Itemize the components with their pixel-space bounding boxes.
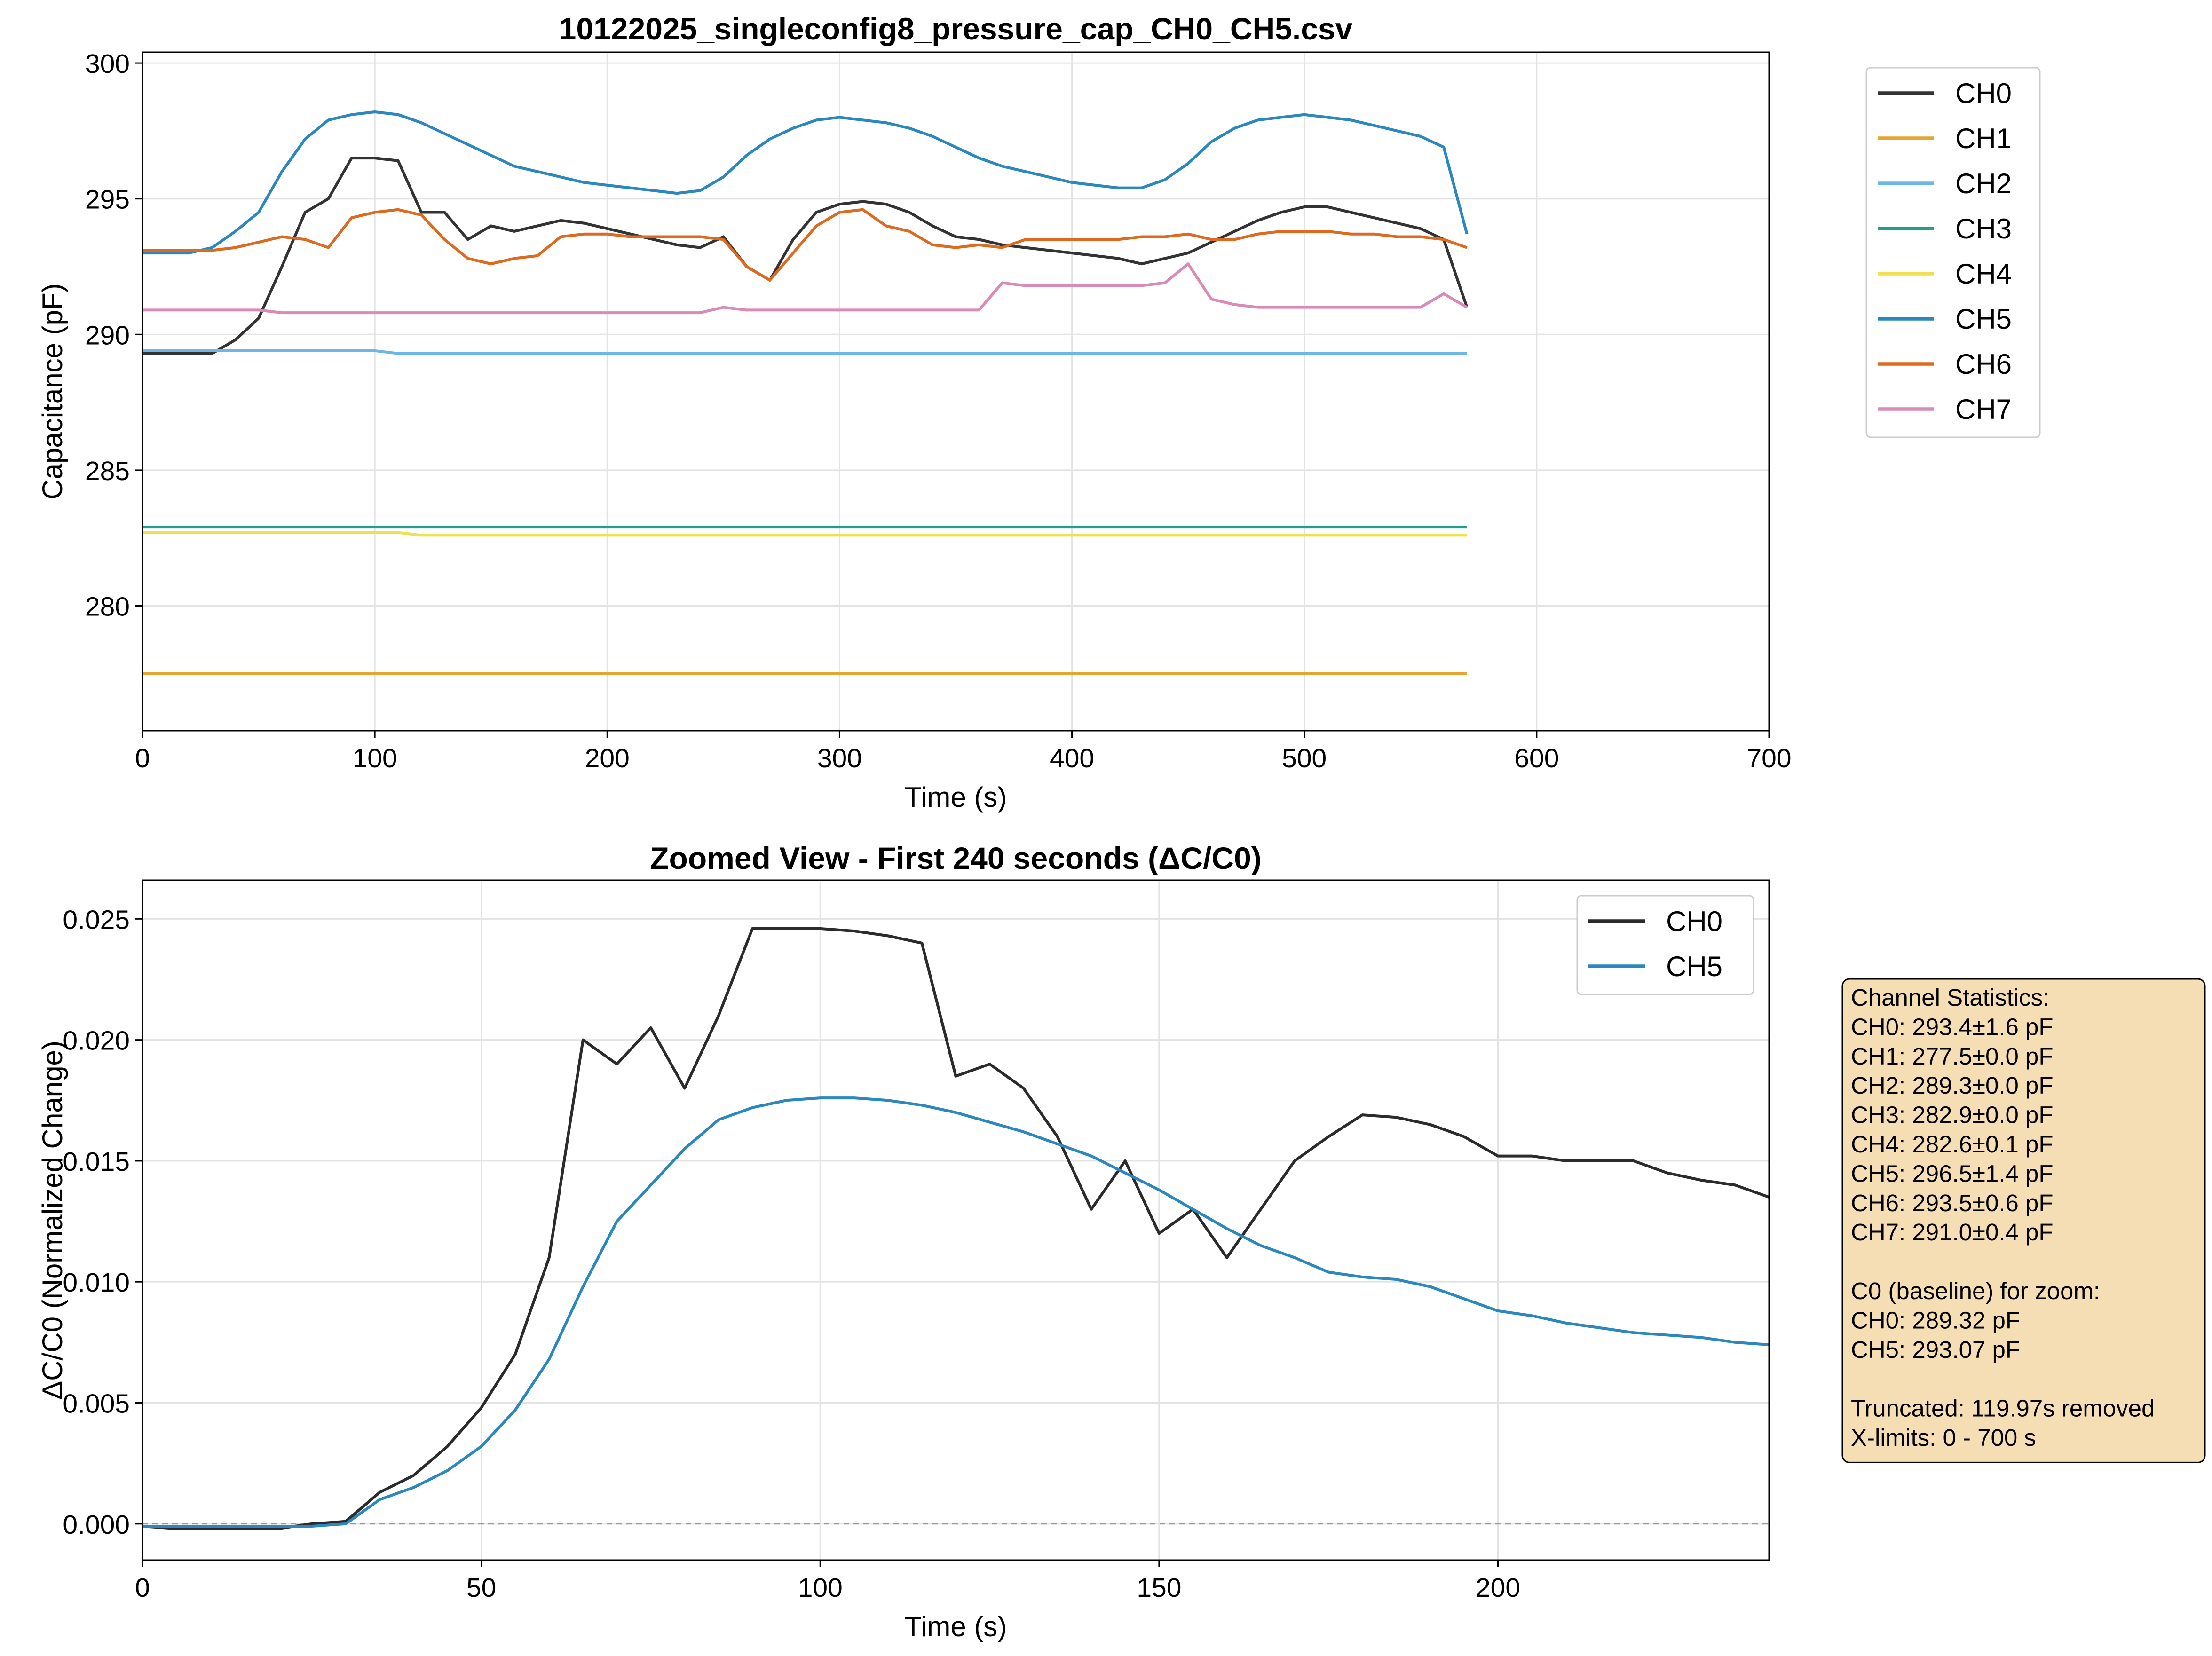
annotation-line: CH4: 282.6±0.1 pF <box>1851 1131 2054 1158</box>
y-tick-label: 0.020 <box>63 1026 130 1056</box>
legend-label: CH0 <box>1666 906 1722 937</box>
legend-box <box>1576 895 1754 995</box>
annotation-line: CH6: 293.5±0.6 pF <box>1851 1190 2054 1216</box>
x-tick-label: 100 <box>353 743 397 773</box>
plot-frame <box>142 879 1770 1561</box>
y-axis-label: ΔC/C0 (Normalized Change) <box>37 1041 68 1400</box>
x-axis-label: Time (s) <box>905 781 1007 813</box>
x-tick-label: 400 <box>1050 743 1094 773</box>
y-tick-label: 280 <box>85 591 130 622</box>
x-tick-label: 150 <box>1137 1573 1181 1603</box>
plot-frame <box>142 51 1770 732</box>
annotation-line: Channel Statistics: <box>1851 984 2049 1011</box>
y-tick-label: 290 <box>85 320 130 350</box>
series-line <box>142 349 1467 355</box>
x-tick-label: 700 <box>1746 743 1791 773</box>
y-tick-label: 300 <box>85 49 130 79</box>
legend-label: CH5 <box>1666 951 1722 982</box>
legend-label: CH0 <box>1955 78 2012 109</box>
legend-label: CH2 <box>1955 168 2012 199</box>
series-line <box>142 157 1469 355</box>
annotation-line: CH0: 289.32 pF <box>1851 1307 2020 1333</box>
series-line <box>142 531 1467 537</box>
annotation-line: CH7: 291.0±0.4 pF <box>1851 1219 2054 1246</box>
y-tick-label: 0.000 <box>63 1510 130 1540</box>
legend-label: CH7 <box>1955 394 2012 425</box>
annotation-line: CH3: 282.9±0.0 pF <box>1851 1102 2054 1128</box>
y-tick-label: 285 <box>85 456 130 486</box>
annotation-line: CH0: 293.4±1.6 pF <box>1851 1013 2054 1040</box>
annotation-line: CH5: 296.5±1.4 pF <box>1851 1160 2054 1187</box>
y-tick-label: 0.005 <box>63 1389 130 1419</box>
x-tick-label: 500 <box>1282 743 1327 773</box>
legend-label: CH4 <box>1955 258 2012 290</box>
series-line <box>142 1096 1769 1528</box>
annotation-box <box>1841 978 2206 1463</box>
legend-label: CH5 <box>1955 303 2012 335</box>
series-line <box>142 110 1469 255</box>
legend-label: CH6 <box>1955 348 2012 380</box>
annotation-line: CH5: 293.07 pF <box>1851 1336 2020 1363</box>
x-tick-label: 200 <box>585 743 630 773</box>
x-tick-label: 100 <box>798 1573 843 1603</box>
annotation-line: Truncated: 119.97s removed <box>1851 1395 2155 1422</box>
x-tick-label: 0 <box>135 743 150 773</box>
series-line <box>142 927 1769 1530</box>
series-line <box>142 208 1468 282</box>
x-tick-label: 300 <box>817 743 862 773</box>
annotation-line: X-limits: 0 - 700 s <box>1851 1424 2036 1451</box>
annotation-line: CH2: 289.3±0.0 pF <box>1851 1072 2054 1099</box>
y-axis-label: Capacitance (pF) <box>37 283 68 499</box>
x-tick-label: 50 <box>466 1573 496 1603</box>
annotation-line: CH1: 277.5±0.0 pF <box>1851 1043 2054 1070</box>
y-tick-label: 295 <box>85 185 130 215</box>
chart-title: 10122025_singleconfig8_pressure_cap_CH0_… <box>559 11 1353 46</box>
y-tick-label: 0.025 <box>63 905 130 935</box>
x-tick-label: 600 <box>1514 743 1559 773</box>
x-tick-label: 0 <box>135 1573 150 1603</box>
annotation-line: C0 (baseline) for zoom: <box>1851 1277 2100 1304</box>
legend-label: CH3 <box>1955 213 2012 244</box>
x-tick-label: 200 <box>1476 1573 1520 1603</box>
y-tick-label: 0.015 <box>63 1147 130 1177</box>
legend-label: CH1 <box>1955 123 2012 154</box>
y-tick-label: 0.010 <box>63 1268 130 1298</box>
x-axis-label: Time (s) <box>905 1611 1007 1642</box>
series-line <box>142 262 1468 315</box>
chart-title: Zoomed View - First 240 seconds (ΔC/C0) <box>650 841 1262 875</box>
legend-box <box>1865 67 2041 438</box>
